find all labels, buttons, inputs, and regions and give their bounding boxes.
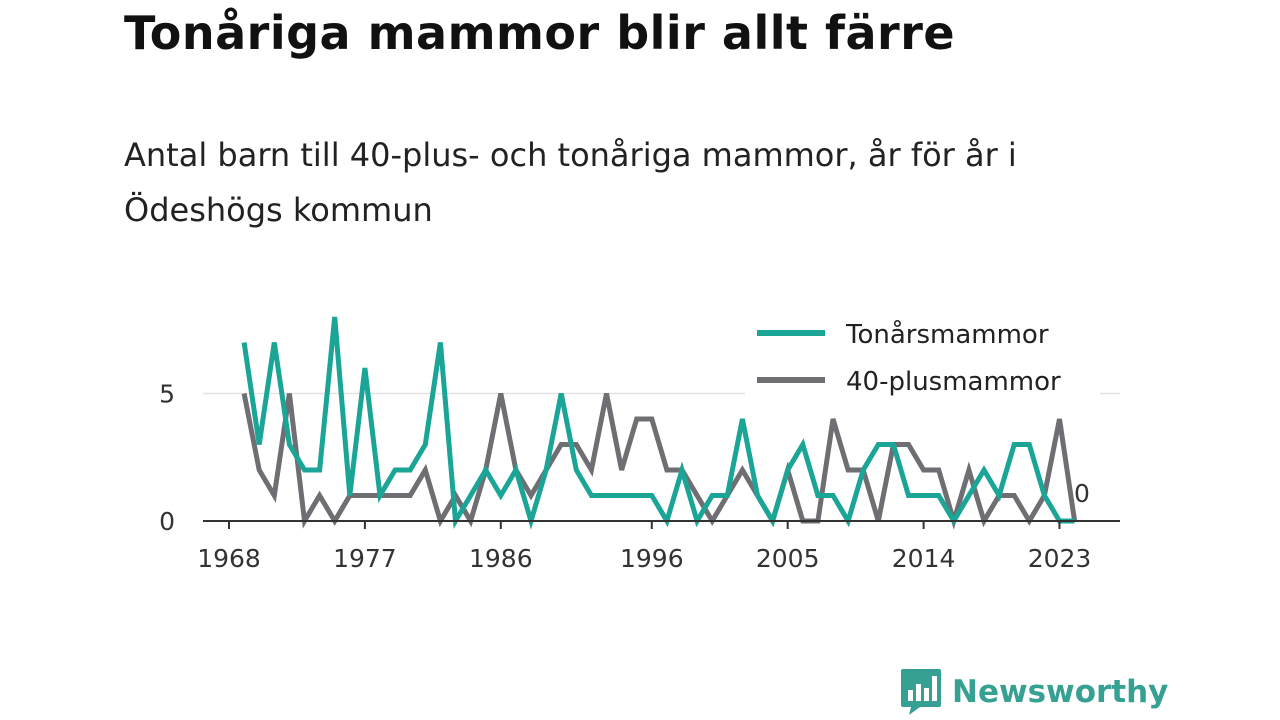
series-line-tonarsmammor: [241, 316, 1075, 530]
brand-name: Newsworthy: [952, 674, 1169, 710]
x-tick-label: 2023: [1028, 544, 1092, 573]
x-tick-label: 1986: [469, 544, 533, 573]
legend-label: Tonårsmammor: [845, 319, 1049, 350]
end-value-label: 0: [1074, 479, 1090, 508]
legend: Tonårsmammor 40-plusmammor: [745, 312, 1100, 412]
x-tick-label: 1977: [333, 544, 397, 573]
series-layer: 0: [241, 316, 1090, 530]
x-tick-label: 2005: [756, 544, 820, 573]
x-tick-label: 2014: [892, 544, 956, 573]
x-tick-label: 1968: [197, 544, 261, 573]
chart-title: Tonåriga mammor blir allt färre: [124, 6, 956, 60]
legend-background: [745, 312, 1100, 412]
axis-layer: 0 5 1968 1977 1986 1996 2005 2014 2023: [159, 380, 1120, 573]
y-tick-label: 5: [159, 380, 175, 409]
newsworthy-logo: Newsworthy: [900, 668, 1168, 716]
bar-chart-speech-bubble-icon: [901, 669, 941, 715]
x-tick-label: 1996: [620, 544, 684, 573]
legend-label: 40-plusmammor: [846, 367, 1061, 397]
chart-subtitle: Antal barn till 40-plus- och tonåriga ma…: [124, 136, 1017, 229]
y-tick-label: 0: [159, 507, 175, 536]
